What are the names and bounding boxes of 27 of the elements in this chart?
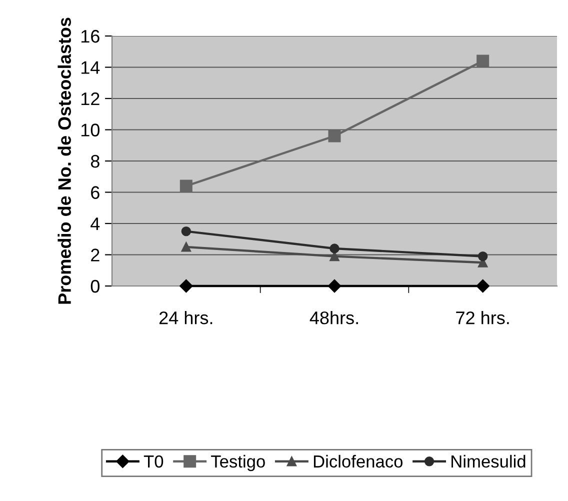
- legend-label: Nimesulid: [452, 454, 526, 468]
- point: [476, 54, 490, 68]
- y-tick-label: 14: [81, 61, 100, 74]
- y-tick-label: 2: [91, 248, 100, 262]
- y-tick-label: 16: [81, 30, 100, 43]
- point: [180, 180, 192, 192]
- y-tick-label: 6: [91, 186, 100, 199]
- y-tick-label: 4: [90, 218, 100, 230]
- point: [181, 242, 192, 252]
- point: [181, 226, 192, 236]
- y-axis-title: Promedio de No. de Osteoclastos: [58, 18, 71, 304]
- point: [328, 130, 341, 142]
- point: [180, 279, 193, 293]
- legend-label: Testigo: [211, 454, 265, 472]
- x-tick-label: 48hrs.: [310, 311, 358, 324]
- y-tick-label: 10: [81, 124, 100, 136]
- x-tick-label: 24 hrs.: [159, 311, 212, 324]
- legend-label: Diclofenaco: [314, 454, 403, 468]
- y-tick-label: 8: [90, 154, 100, 168]
- point: [328, 279, 342, 293]
- y-tick-label: 0: [90, 280, 100, 293]
- y-tick-label: 12: [81, 92, 100, 106]
- x-tick-label: 72 hrs.: [456, 311, 509, 324]
- legend-label: T0: [144, 455, 164, 468]
- point: [478, 251, 488, 262]
- point: [330, 244, 340, 254]
- point: [476, 279, 490, 293]
